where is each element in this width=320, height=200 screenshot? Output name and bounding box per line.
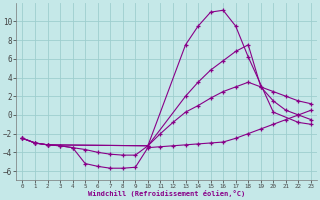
X-axis label: Windchill (Refroidissement éolien,°C): Windchill (Refroidissement éolien,°C)	[88, 190, 245, 197]
